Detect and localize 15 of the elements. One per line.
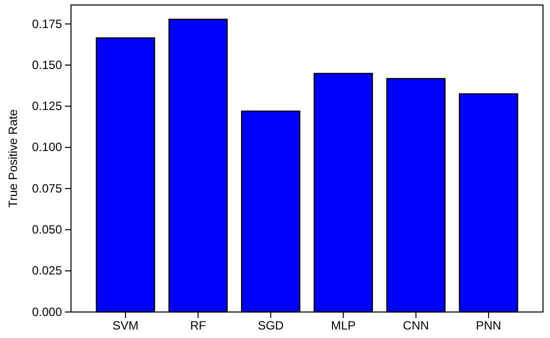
x-tick-label: CNN	[402, 318, 429, 333]
x-tick-label: PNN	[476, 318, 502, 333]
y-axis-title: True Positive Rate	[6, 109, 20, 208]
y-tick-label: 0.025	[32, 264, 62, 278]
y-tick-label: 0.075	[32, 181, 62, 196]
y-tick-label: 0.000	[32, 304, 62, 319]
y-tick-label: 0.100	[32, 140, 62, 154]
x-tick-label: SGD	[258, 318, 284, 333]
x-tick-label: MLP	[330, 318, 356, 333]
y-tick-label: 0.150	[32, 58, 62, 72]
y-tick-label: 0.050	[32, 222, 62, 237]
x-tick-label: RF	[190, 318, 206, 333]
y-tick-label: 0.175	[32, 16, 62, 31]
y-tick-label: 0.125	[32, 99, 62, 114]
x-tick-label: SVM	[112, 318, 138, 333]
